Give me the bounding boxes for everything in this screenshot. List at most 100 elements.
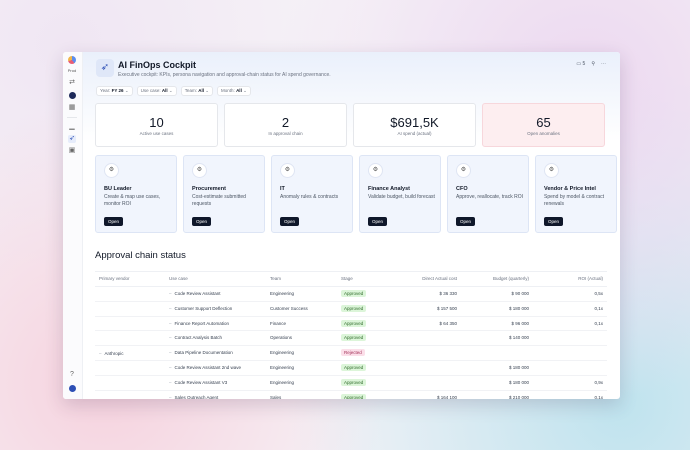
settings-cog-icon: ⚙ [544, 163, 559, 178]
table-body: – Code Review Assistant Engineering Approve… [95, 287, 607, 399]
more-horizontal-icon[interactable]: ⋯ [601, 61, 606, 67]
cost-cell [393, 361, 457, 375]
page-subtitle: Executive cockpit: KPIs, persona navigat… [118, 72, 331, 78]
open-button[interactable]: Open [280, 217, 300, 226]
user-badge-icon[interactable] [69, 92, 76, 99]
team-cell: Engineering [270, 364, 295, 370]
filter-month[interactable]: Month: All ⌄ [217, 86, 251, 96]
kpi-label: Open anomalies [527, 131, 560, 136]
stage-cell: Approved [341, 376, 393, 390]
team-cell: Engineering [270, 379, 295, 385]
workspace-label: Prod [67, 68, 77, 73]
cost-cell [393, 376, 457, 390]
filter-bar: Year: FY 26 ⌄ Use case: All ⌄ Team: All … [96, 86, 251, 96]
vendor-cell [95, 391, 169, 399]
budget-cell [457, 346, 529, 360]
comment-button[interactable]: ▭ 5 [576, 61, 585, 67]
chevron-down-icon: ⌄ [168, 88, 173, 93]
rocket-icon[interactable]: ➶ [68, 135, 76, 143]
rocket-icon: ➶ [96, 59, 114, 77]
column-header[interactable]: ROI (Actual) [578, 276, 603, 281]
open-button[interactable]: Open [544, 217, 564, 226]
chevron-down-icon: ⌄ [124, 88, 129, 93]
persona-name: CFO [456, 186, 468, 192]
persona-description: Create & map use cases, monitor ROI [104, 194, 161, 207]
roi-cell: 0,1x [594, 394, 603, 399]
table-row[interactable]: – Data Pipeline Documentation Engineering R… [95, 346, 607, 361]
filter-year[interactable]: Year: FY 26 ⌄ [96, 86, 133, 96]
persona-name: BU Leader [104, 186, 132, 192]
app-switcher-icon[interactable]: ⇄ [69, 79, 75, 86]
cost-cell: $ 64 350 [439, 320, 457, 326]
header-actions: ▭ 5 ⚲ ⋯ [576, 61, 606, 67]
use-case-name: Finance Report Automation [174, 320, 230, 326]
kpi-card-open-anomalies: 65 Open anomalies [482, 103, 605, 147]
vendor-cell [95, 302, 169, 316]
kpi-value: 10 [149, 115, 164, 130]
filter-label: Team: [184, 88, 197, 93]
stage-cell: Approved [341, 287, 393, 301]
persona-description: Cost-estimate submitted requests [192, 194, 246, 207]
stage-cell: Approved [341, 361, 393, 375]
settings-cog-icon: ⚙ [104, 163, 119, 178]
roi-cell [529, 331, 605, 345]
status-badge: Approved [341, 378, 367, 386]
persona-card-finance-analyst: ⚙ Finance Analyst Validate budget, build… [359, 155, 441, 233]
filter-value: All [236, 88, 242, 93]
kpi-label: In approval chain [268, 131, 303, 136]
table-row[interactable]: – Sales Outreach Agent Sales Approved $ 164 … [95, 391, 607, 399]
persona-name: Procurement [192, 186, 226, 192]
table-row[interactable]: – Contract Analysis Batch Operations Approv… [95, 331, 607, 347]
column-header[interactable]: Primary vendor [99, 276, 130, 281]
account-avatar[interactable] [69, 385, 76, 392]
budget-cell: $ 210 000 [508, 394, 529, 399]
filter-label: Use case: [140, 88, 161, 93]
vendor-group[interactable]: – Anthropic [99, 351, 124, 356]
settings-cog-icon: ⚙ [192, 163, 207, 178]
table-row[interactable]: – Customer Support Deflection Customer Suc… [95, 302, 607, 317]
kpi-label: Active use cases [139, 131, 174, 136]
column-header[interactable]: Team [270, 276, 282, 281]
filter-label: Month: [221, 88, 235, 93]
table-row[interactable]: – Code Review Assistant Engineering Approve… [95, 287, 607, 302]
cost-cell: $ 157 500 [436, 305, 457, 311]
budget-cell: $ 140 000 [508, 335, 529, 341]
table-row[interactable]: – Code Review Assistant V3 Engineering Appr… [95, 376, 607, 391]
cost-cell [393, 346, 457, 360]
filter-team[interactable]: Team: All ⌄ [180, 86, 214, 96]
open-button[interactable]: Open [456, 217, 476, 226]
chart-icon[interactable]: ▁ [69, 123, 75, 130]
kpi-label: AI spend (actual) [397, 131, 432, 136]
table-row[interactable]: – Code Review Assistant 2nd wave Engineeri… [95, 361, 607, 376]
open-button[interactable]: Open [368, 217, 388, 226]
stage-cell: Approved [341, 391, 393, 399]
workspace-logo-icon[interactable] [68, 56, 76, 64]
column-header[interactable]: Stage [341, 276, 353, 281]
grid-icon[interactable]: ▦ [68, 104, 76, 111]
column-header[interactable]: Use case [169, 276, 188, 281]
open-button[interactable]: Open [104, 217, 124, 226]
app-window: Prod ⇄ ▦ ▁ ➶ ▣ ? ➶ AI FinOps Cockpit Exe… [63, 52, 620, 399]
persona-cards: ⚙ BU Leader Create & map use cases, moni… [95, 155, 617, 233]
roi-cell: 0,1x [594, 305, 603, 311]
use-case-cell: – Code Review Assistant [169, 287, 270, 301]
kpi-card-active-use-cases: 10 Active use cases [95, 103, 218, 147]
filter-use-case[interactable]: Use case: All ⌄ [136, 86, 177, 96]
column-header[interactable]: Direct Actual cost [422, 276, 457, 281]
chevron-down-icon: ⌄ [205, 88, 210, 93]
section-title: Approval chain status [95, 250, 186, 261]
roi-cell: 0,1x [594, 320, 603, 326]
use-case-name: Code Review Assistant V3 [174, 379, 228, 385]
team-cell: Engineering [270, 350, 295, 356]
open-button[interactable]: Open [192, 217, 212, 226]
apps-icon[interactable]: ▣ [68, 147, 76, 154]
pin-icon[interactable]: ⚲ [591, 61, 595, 67]
help-icon[interactable]: ? [70, 371, 74, 378]
stage-cell: Approved [341, 302, 393, 316]
persona-name: IT [280, 186, 285, 192]
left-rail: Prod ⇄ ▦ ▁ ➶ ▣ ? [63, 52, 83, 399]
column-header[interactable]: Budget (quarterly) [492, 276, 529, 281]
table-row[interactable]: – Finance Report Automation Finance Approve… [95, 317, 607, 332]
roi-cell: 0,5x [594, 291, 603, 296]
team-cell: Finance [270, 320, 287, 326]
